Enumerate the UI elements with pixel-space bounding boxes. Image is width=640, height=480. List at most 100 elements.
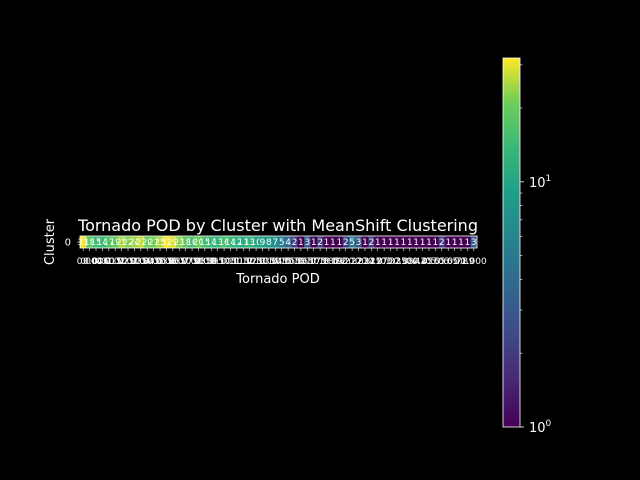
heatmap-cell xyxy=(291,236,299,248)
x-tick-label: 0.115 xyxy=(224,257,250,267)
cell-value-label: 1 xyxy=(420,238,426,248)
x-axis-label: Tornado POD xyxy=(235,272,319,287)
cell-value-label: 22 xyxy=(122,238,133,248)
cell-value-label: 1 xyxy=(452,238,458,248)
heatmap-cell xyxy=(92,236,100,248)
cell-value-label: 1 xyxy=(465,238,471,248)
cell-value-label: 1 xyxy=(336,238,342,248)
heatmap-cell xyxy=(259,236,266,248)
heatmap-cell xyxy=(425,236,433,248)
y-tick-labels: 0 xyxy=(65,238,80,249)
heatmap-cell xyxy=(412,236,420,248)
x-tick-label: 0.32 xyxy=(381,257,401,267)
x-tick-label: 0.8 xyxy=(454,257,469,267)
y-tick-label: 0 xyxy=(65,238,71,249)
cell-value-label: 2 xyxy=(317,238,323,248)
cell-value-label: 15 xyxy=(90,238,101,248)
x-tick-label: 0.55 xyxy=(425,257,445,267)
heatmap-cell xyxy=(99,236,106,248)
x-tick-label: 0.14 xyxy=(259,257,279,267)
heatmap-cell xyxy=(131,236,138,248)
x-tick-label: 0.135 xyxy=(250,257,276,267)
cell-value-label: 16 xyxy=(186,238,198,248)
cell-value-label: 21 xyxy=(148,238,159,248)
x-tick-label: 0.18 xyxy=(310,257,330,267)
heatmap-cell xyxy=(144,236,151,248)
heatmap-cell xyxy=(419,236,427,248)
x-tick-label: 0.05 xyxy=(144,257,164,267)
heatmap-cell xyxy=(336,236,343,248)
cell-value-label: 11 xyxy=(238,238,249,248)
x-tick-label: 0.055 xyxy=(147,257,173,267)
x-tick-label: 0.4 xyxy=(403,257,418,267)
x-tick-label: 0.085 xyxy=(186,257,212,267)
heatmap-cell xyxy=(304,236,311,248)
colorbar xyxy=(502,57,521,428)
x-tick-label: 0.145 xyxy=(262,257,288,267)
x-tick-label: 0.006 xyxy=(83,257,109,267)
colorbar-ticks: 100 101 xyxy=(520,64,552,436)
x-tick-label: 0.24 xyxy=(355,257,375,267)
cell-value-label: 27 xyxy=(135,238,146,248)
cell-value-label: 19 xyxy=(109,238,121,248)
cell-value-label: 20 xyxy=(142,238,154,248)
heatmap-cell xyxy=(278,236,286,248)
x-tick-label: 0.004 xyxy=(77,257,103,267)
chart-title: Tornado POD by Cluster with MeanShift Cl… xyxy=(77,216,478,235)
heatmap-cell xyxy=(246,236,254,248)
heatmap-cell xyxy=(265,236,273,248)
x-tick-label: 0.5 xyxy=(422,257,436,267)
x-tick-label: 0.65 xyxy=(438,257,458,267)
colorbar-tick-label: 100 xyxy=(529,419,552,436)
heatmap-cell xyxy=(195,236,202,248)
x-tick-labels: 00.0040.0060.010.0150.020.0250.030.0350.… xyxy=(77,248,487,267)
cell-value-label: 3 xyxy=(356,238,362,248)
cell-value-label: 1 xyxy=(445,238,451,248)
heatmap-cell xyxy=(374,236,382,248)
x-tick-label: 0.165 xyxy=(288,257,314,267)
cell-value-label: 1 xyxy=(311,238,317,248)
cell-value-label: 14 xyxy=(225,238,237,248)
cell-value-label: 18 xyxy=(84,238,96,248)
cell-value-label: 3 xyxy=(471,238,477,248)
x-tick-label: 0.06 xyxy=(156,257,176,267)
heatmap-cell xyxy=(464,236,471,248)
x-tick-label: 0.25 xyxy=(361,257,381,267)
heatmap-cell xyxy=(342,236,350,248)
heatmap-cell xyxy=(444,236,452,248)
heatmap-cell xyxy=(163,236,170,248)
x-tick-label: 0.125 xyxy=(237,257,263,267)
x-tick-label: 0.3 xyxy=(377,257,391,267)
heatmap-cell xyxy=(176,236,183,248)
x-tick-label: 0.13 xyxy=(246,257,266,267)
cell-value-label: 2 xyxy=(343,238,349,248)
x-tick-label: 0.075 xyxy=(173,257,199,267)
x-tick-label: 0.16 xyxy=(284,257,304,267)
cell-value-label: 17 xyxy=(103,238,114,248)
heatmap-cell xyxy=(380,236,388,248)
x-tick-label: 0.045 xyxy=(134,257,160,267)
x-tick-label: 0.1 xyxy=(211,257,225,267)
cell-value-label: 31 xyxy=(77,238,88,248)
cell-value-label: 1 xyxy=(413,238,419,248)
cell-value-label: 4 xyxy=(285,238,291,248)
heatmap-cell xyxy=(227,236,234,248)
heatmap-cell xyxy=(329,236,337,248)
x-tick-label: 0.27 xyxy=(368,257,388,267)
cell-value-label: 3 xyxy=(304,238,310,248)
cell-value-label: 12 xyxy=(231,238,242,248)
cell-value-label: 2 xyxy=(368,238,374,248)
cell-value-label: 29 xyxy=(167,238,179,248)
heatmap-cell xyxy=(150,236,158,248)
heatmap-cell xyxy=(297,236,305,248)
heatmap-cell xyxy=(323,236,331,248)
x-tick-label: 0.9 xyxy=(460,257,475,267)
x-tick-label: 0.17 xyxy=(297,257,317,267)
x-tick-label: 0.22 xyxy=(342,257,362,267)
heatmap-cell xyxy=(451,236,459,248)
cell-value-label: 18 xyxy=(180,238,192,248)
x-tick-label: 0.12 xyxy=(233,257,253,267)
heatmap-cell xyxy=(355,236,363,248)
cell-value-label: 8 xyxy=(266,238,272,248)
x-tick-label: 0.04 xyxy=(131,257,151,267)
